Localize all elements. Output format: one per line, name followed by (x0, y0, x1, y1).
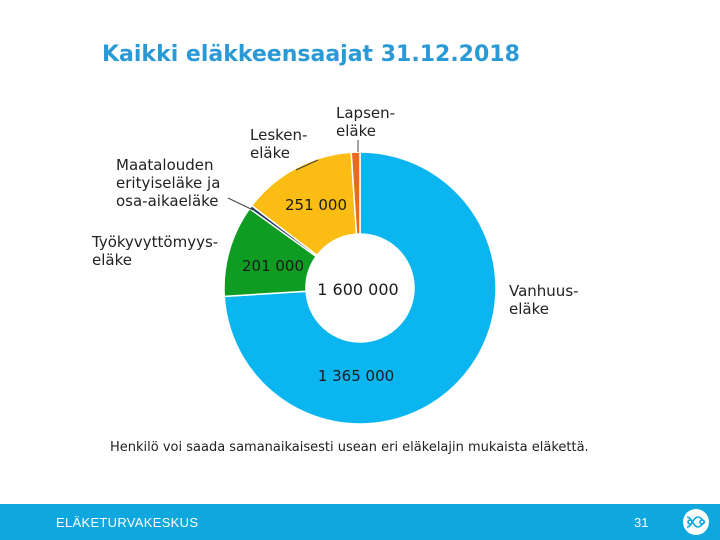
chart-title: Kaikki eläkkeensaajat 31.12.2018 (102, 42, 520, 67)
value-label-vanhuus: 1 365 000 (318, 367, 394, 385)
footer-bar: ELÄKETURVAKESKUS 31 (0, 504, 720, 540)
value-label-lesken: 251 000 (285, 196, 347, 214)
leader-line-lesken (295, 159, 319, 171)
value-label-tyokyvyttomyys: 201 000 (242, 257, 304, 275)
slice-label-vanhuus: Vanhuus-eläke (509, 282, 579, 318)
slice-vanhuus (223, 151, 497, 425)
slice-label-lapsen: Lapsen-eläke (336, 104, 395, 140)
leader-line-maatalous (227, 197, 254, 211)
company-logo-icon (683, 509, 709, 535)
slice-label-maatalous: Maatalouden erityiseläke ja osa-aikaeläke (116, 156, 220, 210)
slice-label-tyokyvyttomyys: Työkyvyttömyys-eläke (91, 233, 218, 269)
slice-lapsen (350, 151, 361, 235)
center-total-label: 1 600 000 (317, 280, 398, 299)
slice-label-lesken: Lesken-eläke (250, 126, 307, 162)
footer-organization: ELÄKETURVAKESKUS (56, 515, 199, 530)
donut-chart: Vanhuus-eläke 1 365 000 Työkyvyttömyys-elä… (91, 104, 589, 455)
page-number: 31 (634, 515, 649, 530)
chart-footnote: Henkilö voi saada samanaikaisesti usean … (110, 440, 589, 455)
